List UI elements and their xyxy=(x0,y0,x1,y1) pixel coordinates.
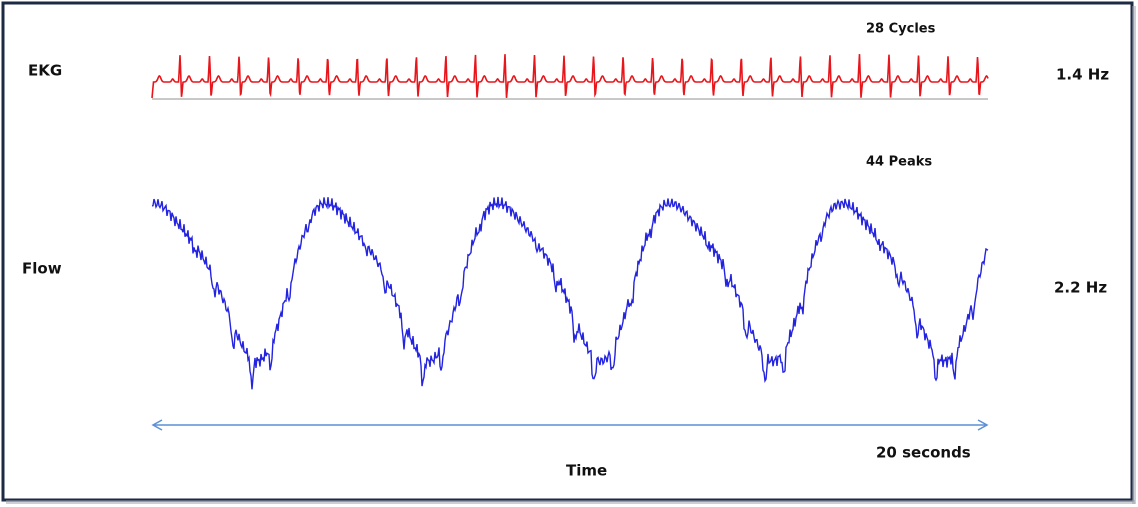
ekg-frequency: 1.4 Hz xyxy=(1056,66,1109,84)
duration-label: 20 seconds xyxy=(876,444,971,462)
arrow-heads xyxy=(151,419,989,431)
frame-shadow xyxy=(1132,6,1136,504)
flow-label: Flow xyxy=(22,260,62,278)
frame-shadow xyxy=(6,500,1135,504)
flow-count: 44 Peaks xyxy=(866,155,932,170)
flow-frequency: 2.2 Hz xyxy=(1054,279,1107,297)
ekg-label: EKG xyxy=(28,62,62,80)
ekg-count: 28 Cycles xyxy=(866,22,936,37)
time-label: Time xyxy=(566,462,607,480)
ekg-trace xyxy=(151,54,989,99)
flow-trace xyxy=(151,196,989,390)
